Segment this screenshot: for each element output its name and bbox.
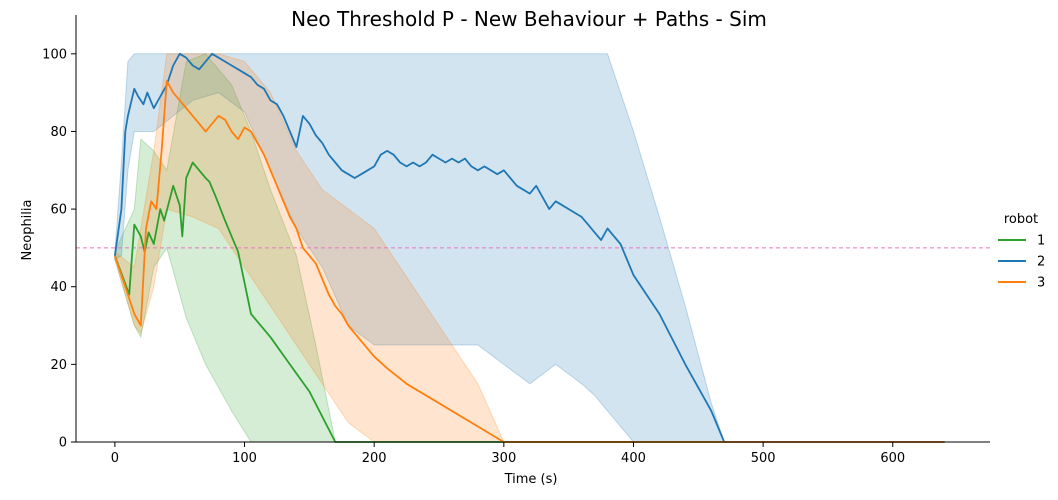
y-axis-ticks: 0 20 40 60 80 100 bbox=[42, 47, 76, 451]
y-axis-label: Neophilia bbox=[20, 200, 35, 261]
line-robot-2 bbox=[114, 52, 945, 443]
y-tick-label: 60 bbox=[50, 203, 67, 218]
legend-title: robot bbox=[1004, 212, 1038, 227]
x-tick-label: 600 bbox=[880, 451, 905, 466]
y-tick-label: 20 bbox=[50, 358, 67, 373]
y-tick-label: 80 bbox=[50, 125, 67, 140]
x-tick-label: 200 bbox=[362, 451, 387, 466]
legend-label-robot-2: 2 bbox=[1037, 255, 1045, 270]
legend-label-robot-1: 1 bbox=[1037, 234, 1045, 249]
x-axis-ticks: 0 100 200 300 400 500 600 bbox=[111, 442, 905, 466]
line-robot-3 bbox=[114, 80, 945, 443]
x-tick-label: 0 bbox=[111, 451, 119, 466]
x-tick-label: 300 bbox=[491, 451, 516, 466]
chart-title: Neo Threshold P - New Behaviour + Paths … bbox=[291, 7, 767, 31]
x-tick-label: 100 bbox=[232, 451, 257, 466]
x-axis-label: Time (s) bbox=[504, 472, 558, 487]
y-tick-label: 40 bbox=[50, 280, 67, 295]
x-tick-label: 500 bbox=[751, 451, 776, 466]
y-tick-label: 0 bbox=[59, 436, 67, 451]
x-tick-label: 400 bbox=[621, 451, 646, 466]
legend: robot 1 2 3 bbox=[998, 212, 1045, 291]
y-tick-label: 100 bbox=[42, 47, 67, 62]
legend-label-robot-3: 3 bbox=[1037, 276, 1045, 291]
